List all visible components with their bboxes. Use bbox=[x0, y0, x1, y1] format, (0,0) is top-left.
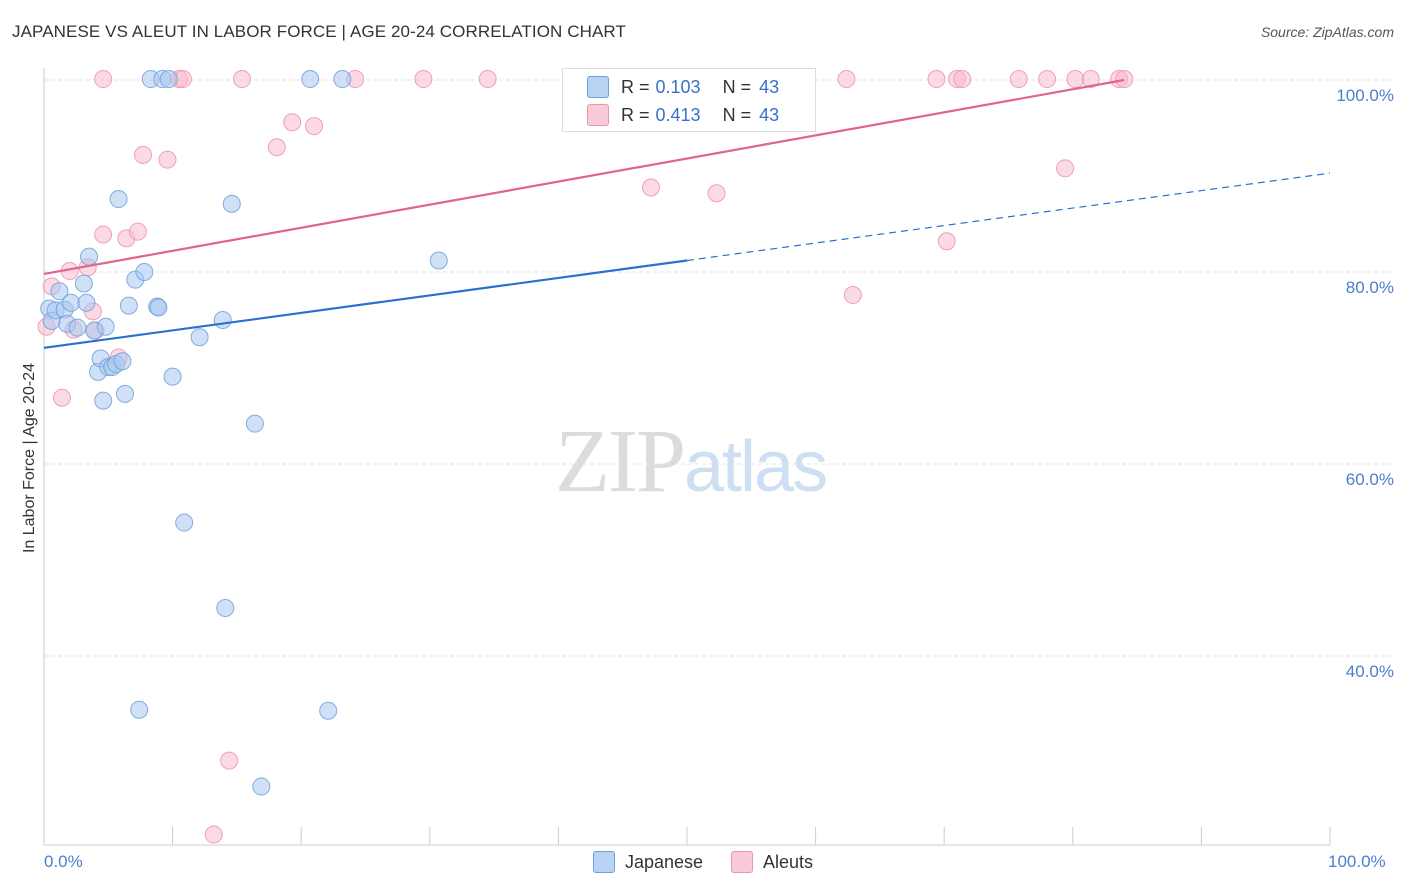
chart-title: JAPANESE VS ALEUT IN LABOR FORCE | AGE 2… bbox=[12, 22, 626, 41]
point-aleut bbox=[267, 138, 286, 157]
point-japanese bbox=[68, 318, 87, 337]
stats-row-japanese: R = 0.103 N = 43 bbox=[587, 75, 779, 99]
point-aleut bbox=[1038, 70, 1057, 89]
japanese-swatch bbox=[587, 76, 609, 98]
legend-label-japanese: Japanese bbox=[624, 851, 704, 872]
legend-swatch-aleuts bbox=[731, 851, 754, 873]
point-japanese bbox=[222, 194, 241, 213]
y-tick-label: 80.0% bbox=[1345, 278, 1394, 297]
legend-item-japanese[interactable]: Japanese bbox=[592, 851, 704, 873]
point-aleut bbox=[1056, 159, 1075, 178]
legend-label-aleuts: Aleuts bbox=[763, 851, 814, 872]
legend-item-aleuts[interactable]: Aleuts bbox=[731, 851, 813, 873]
point-aleut bbox=[134, 145, 153, 164]
point-aleut bbox=[204, 825, 223, 844]
point-aleut bbox=[94, 225, 113, 244]
point-japanese bbox=[163, 367, 182, 386]
point-japanese bbox=[245, 414, 264, 433]
point-japanese bbox=[116, 384, 135, 403]
x-tick-label-max: 100.0% bbox=[1328, 852, 1386, 871]
legend: Japanese Aleuts bbox=[0, 851, 1406, 873]
point-aleut bbox=[128, 222, 147, 241]
point-aleut bbox=[953, 70, 972, 89]
stats-row-aleuts: R = 0.413 N = 43 bbox=[587, 103, 779, 127]
point-aleut bbox=[53, 388, 72, 407]
point-japanese bbox=[213, 311, 232, 329]
point-japanese bbox=[62, 293, 81, 312]
point-japanese bbox=[159, 70, 178, 89]
x-tick-label-min: 0.0% bbox=[44, 852, 83, 871]
point-aleut bbox=[233, 70, 252, 89]
point-aleut bbox=[707, 184, 726, 203]
y-axis-label: In Labor Force | Age 20-24 bbox=[21, 362, 38, 554]
point-aleut bbox=[1066, 70, 1085, 89]
point-japanese bbox=[175, 513, 194, 532]
r-value: 0.103 bbox=[655, 76, 701, 97]
point-japanese bbox=[190, 328, 209, 347]
point-japanese bbox=[130, 700, 149, 719]
point-japanese bbox=[135, 263, 154, 281]
point-japanese bbox=[74, 274, 93, 293]
legend-swatch-japanese bbox=[592, 851, 615, 873]
point-japanese bbox=[50, 282, 69, 301]
point-aleut bbox=[283, 113, 302, 132]
point-aleut bbox=[927, 70, 946, 89]
r-label: R = bbox=[621, 104, 650, 125]
point-aleut bbox=[1081, 70, 1100, 89]
point-japanese bbox=[109, 190, 128, 209]
point-aleut bbox=[305, 117, 324, 136]
point-aleut bbox=[414, 70, 433, 89]
point-japanese bbox=[80, 247, 99, 266]
point-japanese bbox=[252, 777, 271, 796]
point-aleut bbox=[94, 70, 113, 89]
point-japanese bbox=[333, 70, 352, 89]
y-tick-label: 60.0% bbox=[1345, 470, 1394, 489]
point-aleut bbox=[1115, 70, 1134, 89]
y-tick-label: 40.0% bbox=[1345, 662, 1394, 681]
point-aleut bbox=[478, 70, 497, 89]
point-japanese bbox=[96, 317, 115, 336]
point-aleut bbox=[1009, 70, 1028, 89]
point-japanese bbox=[119, 296, 138, 315]
n-label: N = bbox=[722, 104, 752, 125]
point-aleut bbox=[937, 232, 956, 251]
point-japanese bbox=[149, 298, 168, 317]
r-label: R = bbox=[621, 76, 650, 97]
point-japanese bbox=[77, 293, 96, 312]
point-japanese bbox=[216, 599, 235, 617]
point-japanese bbox=[319, 701, 338, 720]
n-label: N = bbox=[722, 76, 752, 97]
point-aleut bbox=[641, 178, 660, 197]
n-value: 43 bbox=[759, 104, 780, 125]
trend-line-japanese-dashed bbox=[686, 172, 1331, 262]
aleuts-swatch bbox=[587, 104, 609, 126]
trend-line-aleut bbox=[43, 78, 1125, 276]
r-value: 0.413 bbox=[655, 104, 701, 125]
point-aleut bbox=[158, 150, 177, 169]
n-value: 43 bbox=[759, 76, 780, 97]
point-aleut bbox=[220, 751, 239, 770]
point-aleut bbox=[837, 70, 856, 89]
source-credit: Source: ZipAtlas.com bbox=[1260, 24, 1394, 40]
point-aleut bbox=[843, 286, 862, 305]
point-japanese bbox=[429, 251, 448, 270]
trend-line-japanese bbox=[43, 259, 688, 349]
point-japanese bbox=[113, 352, 132, 371]
stats-box: R = 0.103 N = 43 R = 0.413 N = 43 bbox=[562, 68, 816, 132]
y-tick-label: 100.0% bbox=[1336, 86, 1394, 105]
point-japanese bbox=[94, 391, 113, 410]
point-japanese bbox=[301, 70, 320, 89]
